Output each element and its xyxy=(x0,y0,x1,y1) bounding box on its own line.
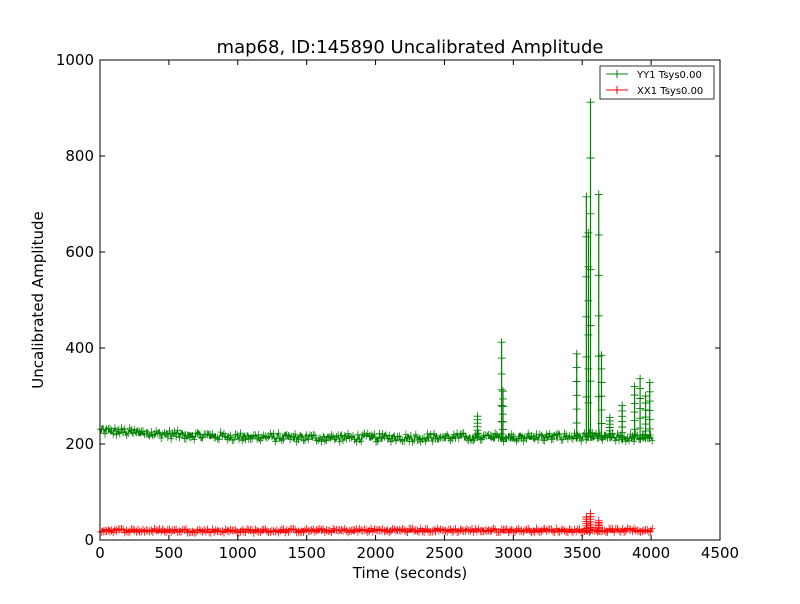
legend: YY1 Tsys0.00 XX1 Tsys0.00 xyxy=(600,66,714,99)
x-tick-label: 2500 xyxy=(425,544,463,562)
x-tick-label: 1000 xyxy=(219,544,257,562)
chart: map68, ID:145890 Uncalibrated Amplitude … xyxy=(0,0,800,600)
x-tick-label: 0 xyxy=(95,544,105,562)
series-1 xyxy=(97,510,655,537)
spike-markers xyxy=(646,379,654,443)
x-tick-label: 4000 xyxy=(632,544,670,562)
legend-label-xx1: XX1 Tsys0.00 xyxy=(637,86,703,97)
x-tick-label: 500 xyxy=(155,544,184,562)
series-0 xyxy=(97,98,655,446)
x-tick-label: 3500 xyxy=(563,544,601,562)
x-tick-label: 2000 xyxy=(356,544,394,562)
chart-title: map68, ID:145890 Uncalibrated Amplitude xyxy=(217,37,604,58)
x-axis-label: Time (seconds) xyxy=(352,564,468,582)
spike-markers xyxy=(587,510,595,535)
legend-label-yy1: YY1 Tsys0.00 xyxy=(636,70,702,81)
axis-layer: 0 500 1000 1500 2000 2500 3000 3500 4000 4500 0 200… xyxy=(56,51,739,562)
y-tick-label: 0 xyxy=(84,531,94,549)
y-tick-label: 600 xyxy=(65,243,94,261)
plot-frame xyxy=(100,60,720,540)
y-axis-label: Uncalibrated Amplitude xyxy=(29,211,47,388)
y-tick-label: 800 xyxy=(65,147,94,165)
chart-svg: map68, ID:145890 Uncalibrated Amplitude … xyxy=(0,0,800,600)
x-tick-label: 3000 xyxy=(494,544,532,562)
y-tick-label: 1000 xyxy=(56,51,94,69)
x-tick-label: 4500 xyxy=(701,544,739,562)
series-markers xyxy=(97,525,655,537)
x-tick-label: 1500 xyxy=(288,544,326,562)
spike-markers xyxy=(474,412,482,441)
y-tick-label: 200 xyxy=(65,435,94,453)
series-layer xyxy=(97,98,655,537)
spike-markers xyxy=(606,414,614,442)
y-tick-label: 400 xyxy=(65,339,94,357)
series-markers xyxy=(97,424,655,446)
